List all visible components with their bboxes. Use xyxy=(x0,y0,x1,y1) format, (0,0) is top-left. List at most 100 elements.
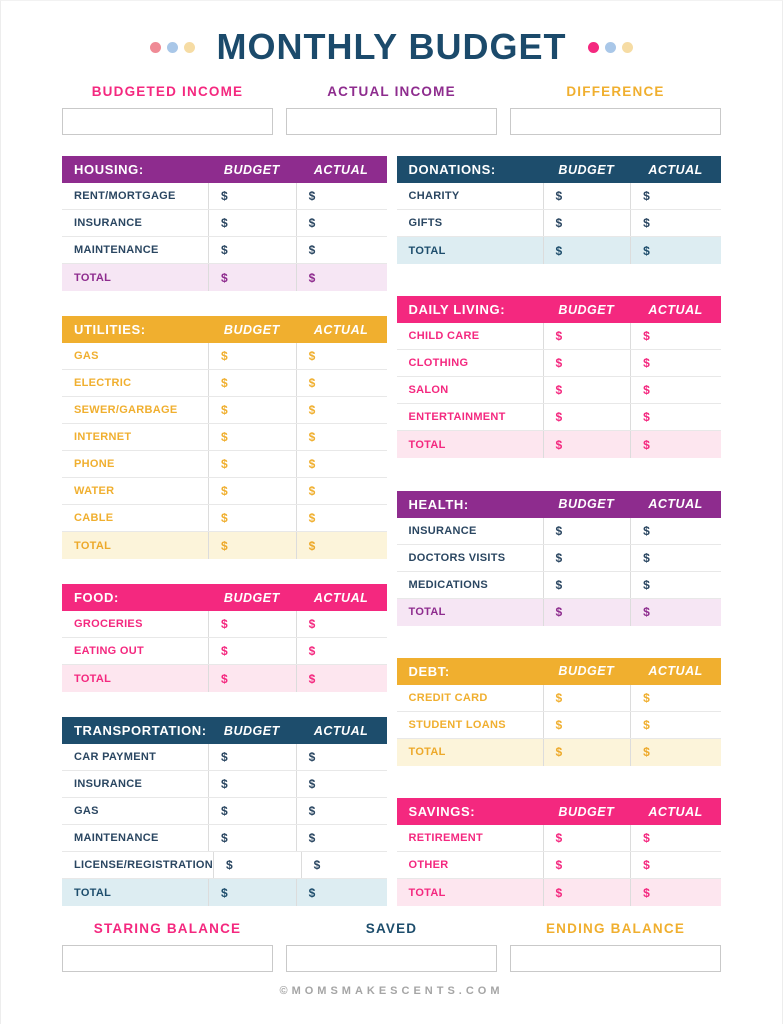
tables-column-right: DONATIONS: BUDGET ACTUAL CHARITY $ $ GIFTS $ $ TO… xyxy=(396,156,721,906)
table-row-cable: CABLE $ $ xyxy=(62,505,387,532)
row-label: PHONE xyxy=(74,458,115,470)
actual-amount-cell: $ xyxy=(295,370,387,396)
section-header: TRANSPORTATION: BUDGET ACTUAL xyxy=(62,717,387,744)
total-row: TOTAL $ $ xyxy=(396,237,721,264)
section-title: DONATIONS: xyxy=(408,162,496,177)
actual-amount-cell: $ xyxy=(295,771,387,797)
budget-amount-cell: $ xyxy=(542,323,631,350)
actual-column-header: ACTUAL xyxy=(313,723,369,738)
row-label: RETIREMENT xyxy=(408,832,483,844)
budget-amount-cell: $ xyxy=(208,744,296,770)
total-row: TOTAL $ $ xyxy=(62,532,387,559)
budgeted-income-field[interactable] xyxy=(62,108,273,135)
section-header: DAILY LIVING: BUDGET ACTUAL xyxy=(396,296,721,324)
section-utilities: UTILITIES: BUDGET ACTUAL GAS $ $ ELECTRIC $ $ SEW… xyxy=(62,316,387,559)
actual-total-cell: $ xyxy=(295,532,387,559)
table-row-credit-card: CREDIT CARD $ $ xyxy=(396,684,721,712)
row-label: SALON xyxy=(408,384,449,397)
staring-balance-field[interactable] xyxy=(62,945,273,972)
actual-amount-cell: $ xyxy=(295,183,387,209)
table-row-rent-mortgage: RENT/MORTGAGE $ $ xyxy=(62,183,387,210)
table-row-medications: MEDICATIONS $ $ xyxy=(396,571,721,599)
actual-amount-cell: $ xyxy=(295,638,387,664)
actual-total-cell: $ xyxy=(295,665,387,692)
row-label: OTHER xyxy=(408,859,449,871)
budget-amount-cell: $ xyxy=(542,517,631,544)
saved-field[interactable] xyxy=(286,945,497,972)
income-summary-row: BUDGETED INCOME ACTUAL INCOME DIFFERENCE xyxy=(62,84,721,135)
row-label: CHILD CARE xyxy=(408,330,480,343)
section-header: DEBT: BUDGET ACTUAL xyxy=(396,657,721,685)
row-label: INTERNET xyxy=(74,431,132,443)
budget-amount-cell: $ xyxy=(208,183,296,209)
total-label: TOTAL xyxy=(408,438,446,451)
actual-amount-cell: $ xyxy=(295,451,387,477)
budget-amount-cell: $ xyxy=(208,397,296,423)
budget-tables: HOUSING: BUDGET ACTUAL RENT/MORTGAGE $ $ INSUR… xyxy=(62,156,721,906)
page-title: MONTHLY BUDGET xyxy=(216,26,567,67)
actual-column-header: ACTUAL xyxy=(648,162,703,177)
budget-amount-cell: $ xyxy=(542,711,631,738)
tables-column-left: HOUSING: BUDGET ACTUAL RENT/MORTGAGE $ $ INSUR… xyxy=(62,156,387,906)
section-header: DONATIONS: BUDGET ACTUAL xyxy=(396,156,721,183)
row-label: CAR PAYMENT xyxy=(74,751,157,763)
table-row-salon: SALON $ $ xyxy=(396,377,721,405)
row-label: GAS xyxy=(74,805,99,817)
budget-amount-cell: $ xyxy=(208,611,296,637)
row-label: LICENSE/REGISTRATION xyxy=(74,859,214,871)
section-title: HEALTH: xyxy=(408,496,469,512)
balance-section-saved: SAVED xyxy=(286,921,497,972)
actual-column-header: ACTUAL xyxy=(648,497,703,511)
budget-amount-cell: $ xyxy=(208,237,296,263)
actual-amount-cell: $ xyxy=(295,397,387,423)
actual-amount-cell: $ xyxy=(630,323,721,350)
row-label: MEDICATIONS xyxy=(408,578,488,591)
total-label: TOTAL xyxy=(74,539,112,552)
actual-total-cell: $ xyxy=(295,879,387,906)
section-donations: DONATIONS: BUDGET ACTUAL CHARITY $ $ GIFTS $ $ TO… xyxy=(396,156,721,264)
table-row-gas: GAS $ $ xyxy=(62,798,387,825)
ending-balance-field[interactable] xyxy=(510,945,721,972)
actual-amount-cell: $ xyxy=(295,237,387,263)
actual-amount-cell: $ xyxy=(295,798,387,824)
actual-amount-cell: $ xyxy=(295,424,387,450)
staring-balance-label: STARING BALANCE xyxy=(93,921,242,936)
budget-amount-cell: $ xyxy=(542,684,631,711)
left-dot-3 xyxy=(184,41,196,53)
table-row-insurance: INSURANCE $ $ xyxy=(396,517,721,545)
difference-field[interactable] xyxy=(510,108,721,135)
budget-total-cell: $ xyxy=(542,879,631,906)
actual-total-cell: $ xyxy=(295,264,387,291)
budget-column-header: BUDGET xyxy=(558,664,615,679)
section-savings: SAVINGS: BUDGET ACTUAL RETIREMENT $ $ OTHER $ $ T… xyxy=(396,798,721,906)
actual-amount-cell: $ xyxy=(630,684,721,711)
budget-amount-cell: $ xyxy=(542,544,631,571)
table-row-maintenance: MAINTENANCE $ $ xyxy=(62,825,387,852)
right-dot-1 xyxy=(587,41,599,53)
balance-section-staring-balance: STARING BALANCE xyxy=(62,921,273,972)
table-row-student-loans: STUDENT LOANS $ $ xyxy=(396,711,721,739)
income-section-actual-income: ACTUAL INCOME xyxy=(286,84,497,135)
budget-amount-cell: $ xyxy=(208,505,296,531)
table-row-sewer-garbage: SEWER/GARBAGE $ $ xyxy=(62,397,387,424)
actual-amount-cell: $ xyxy=(295,611,387,637)
actual-column-header: ACTUAL xyxy=(648,664,703,679)
actual-income-field[interactable] xyxy=(286,108,497,135)
table-row-car-payment: CAR PAYMENT $ $ xyxy=(62,744,387,771)
actual-amount-cell: $ xyxy=(630,183,721,209)
table-row-doctors-visits: DOCTORS VISITS $ $ xyxy=(396,544,721,572)
left-dot-1 xyxy=(150,41,162,53)
row-label: CABLE xyxy=(74,512,114,524)
budget-total-cell: $ xyxy=(208,879,296,906)
table-row-entertainment: ENTERTAINMENT $ $ xyxy=(396,404,721,432)
row-label: INSURANCE xyxy=(74,778,143,790)
section-header: SAVINGS: BUDGET ACTUAL xyxy=(396,798,721,825)
table-row-phone: PHONE $ $ xyxy=(62,451,387,478)
actual-amount-cell: $ xyxy=(630,852,721,878)
section-housing: HOUSING: BUDGET ACTUAL RENT/MORTGAGE $ $ INSUR… xyxy=(62,156,387,291)
table-row-insurance: INSURANCE $ $ xyxy=(62,210,387,237)
budget-total-cell: $ xyxy=(208,532,296,559)
actual-total-cell: $ xyxy=(630,237,721,264)
row-label: INSURANCE xyxy=(408,524,477,537)
